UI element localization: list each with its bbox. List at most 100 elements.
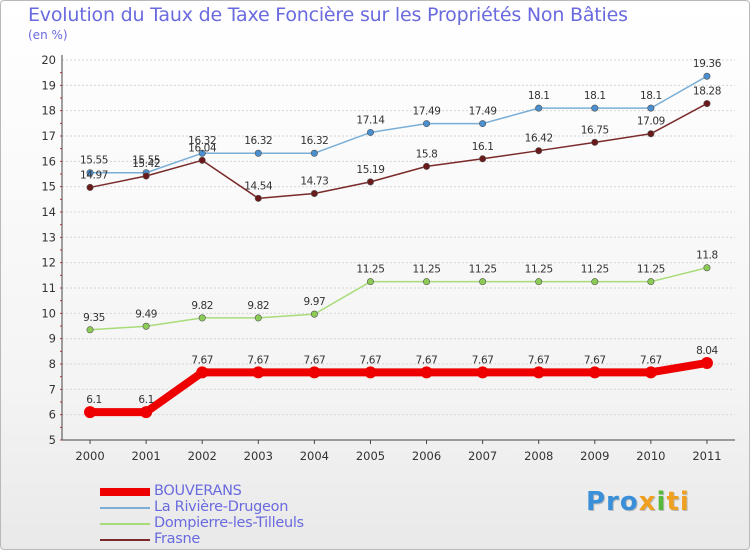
data-label: 18.1 <box>528 90 550 102</box>
data-point <box>591 104 599 112</box>
data-label: 19.36 <box>693 58 722 70</box>
series-line-0 <box>90 359 708 417</box>
legend-label: BOUVERANS <box>154 483 242 499</box>
x-tick-label: 2003 <box>244 449 273 463</box>
data-label: 9.82 <box>191 300 213 312</box>
data-label: 16.1 <box>472 141 494 153</box>
legend-label: La Rivière-Drugeon <box>154 499 289 515</box>
data-point <box>479 155 487 163</box>
data-label: 11.25 <box>525 264 553 276</box>
data-label: 14.73 <box>300 176 328 188</box>
x-tick-label: 2001 <box>131 449 160 463</box>
data-label: 15.19 <box>356 164 384 176</box>
data-point <box>142 322 150 330</box>
data-label: 9.49 <box>135 308 157 320</box>
data-label: 9.82 <box>247 300 269 312</box>
data-point <box>366 128 374 136</box>
data-label: 16.04 <box>188 142 217 154</box>
y-tick-label: 13 <box>41 230 56 244</box>
data-point <box>420 366 433 379</box>
data-point <box>254 149 262 157</box>
data-label: 7.67 <box>360 354 382 366</box>
data-label: 9.97 <box>303 296 325 308</box>
x-tick-label: 2009 <box>580 449 609 463</box>
data-point <box>647 130 655 138</box>
y-tick-label: 14 <box>41 205 56 219</box>
data-point <box>703 72 711 80</box>
data-point <box>644 366 657 379</box>
logo-part: i <box>656 487 667 517</box>
legend-label: Frasne <box>154 531 200 547</box>
logo-part: ti <box>666 487 690 517</box>
data-point <box>703 264 711 272</box>
data-point <box>423 120 431 128</box>
data-label: 16.32 <box>300 135 328 147</box>
data-label: 11.25 <box>581 264 609 276</box>
data-label: 7.67 <box>640 354 662 366</box>
x-tick-label: 2002 <box>188 449 217 463</box>
data-label: 7.67 <box>303 354 325 366</box>
data-label: 7.67 <box>472 354 494 366</box>
data-label: 16.32 <box>244 135 272 147</box>
logo-part: x <box>638 487 657 517</box>
unit-label: (en %) <box>28 28 68 42</box>
data-point <box>423 162 431 170</box>
data-point <box>196 366 209 379</box>
data-label: 18.1 <box>640 90 662 102</box>
data-label: 18.28 <box>693 86 721 98</box>
data-label: 11.25 <box>413 264 441 276</box>
data-point <box>476 366 489 379</box>
series-line-1 <box>90 75 708 174</box>
legend-swatch <box>100 488 150 496</box>
y-tick-label: 8 <box>49 357 56 371</box>
y-tick-label: 19 <box>41 78 56 92</box>
data-point <box>703 100 711 108</box>
data-label: 7.67 <box>584 354 606 366</box>
data-point <box>310 190 318 198</box>
data-label: 11.25 <box>356 264 384 276</box>
data-label: 15.42 <box>132 158 160 170</box>
data-point <box>535 278 543 286</box>
logo-part: Pro <box>586 487 639 517</box>
data-point <box>254 314 262 322</box>
data-point <box>86 169 94 177</box>
data-label: 16.32 <box>188 135 216 147</box>
data-point <box>479 120 487 128</box>
data-point <box>308 366 321 379</box>
proxiti-logo: Proxiti <box>586 487 690 517</box>
data-label: 17.09 <box>637 116 665 128</box>
data-point <box>647 278 655 286</box>
y-tick-label: 15 <box>41 180 56 194</box>
legend-swatch <box>100 507 150 509</box>
legend-swatch <box>100 539 150 541</box>
data-point <box>591 138 599 146</box>
data-label: 17.49 <box>469 106 497 118</box>
data-label: 7.67 <box>416 354 438 366</box>
x-tick-label: 2006 <box>412 449 441 463</box>
data-point <box>198 314 206 322</box>
data-point <box>700 356 713 369</box>
data-label: 16.75 <box>581 124 609 136</box>
data-label: 15.55 <box>80 155 108 167</box>
data-label: 15.8 <box>416 148 438 160</box>
data-point <box>84 406 97 419</box>
data-point <box>364 366 377 379</box>
data-point <box>140 406 153 419</box>
series-line-3 <box>89 102 708 200</box>
data-point <box>647 104 655 112</box>
data-point <box>86 326 94 334</box>
y-tick-label: 16 <box>41 154 56 168</box>
data-point <box>423 278 431 286</box>
chart-title: Evolution du Taux de Taxe Foncière sur l… <box>28 4 628 26</box>
data-point <box>142 172 150 180</box>
data-label: 14.54 <box>244 180 273 192</box>
x-tick-label: 2005 <box>356 449 385 463</box>
y-tick-label: 20 <box>41 53 56 67</box>
data-label: 11.25 <box>469 264 497 276</box>
data-point <box>252 366 265 379</box>
data-point <box>535 104 543 112</box>
data-label: 7.67 <box>191 354 213 366</box>
data-label: 8.04 <box>696 345 718 357</box>
y-tick-label: 7 <box>49 382 56 396</box>
x-tick-label: 2000 <box>75 449 104 463</box>
